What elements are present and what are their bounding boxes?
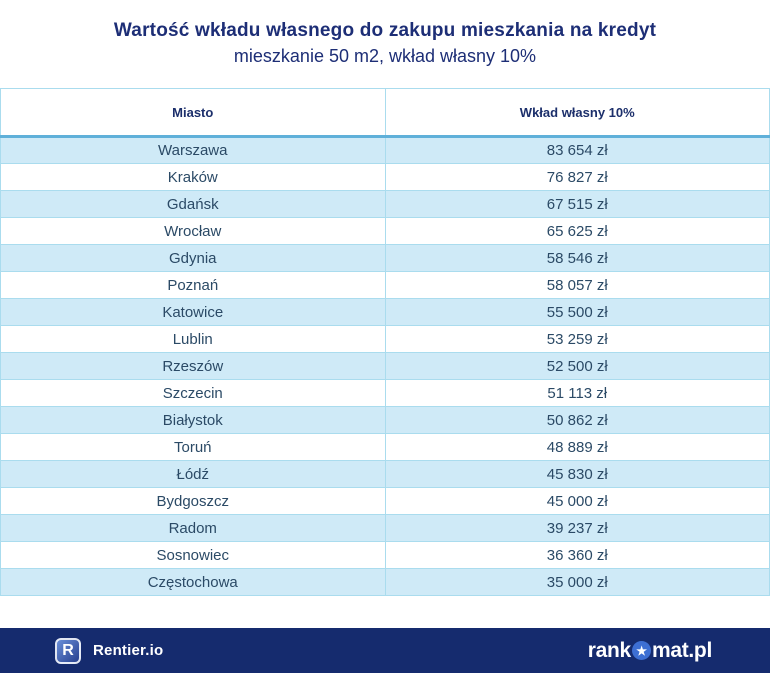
value-cell: 65 625 zł (384, 217, 770, 245)
table-row: Katowice 55 500 zł (0, 298, 770, 326)
value-cell: 76 827 zł (384, 163, 770, 191)
table-row: Warszawa 83 654 zł (0, 136, 770, 164)
table-row: Sosnowiec 36 360 zł (0, 541, 770, 569)
value-cell: 52 500 zł (384, 352, 770, 380)
table-row: Bydgoszcz 45 000 zł (0, 487, 770, 515)
city-cell: Toruń (0, 433, 386, 461)
value-cell: 58 546 zł (384, 244, 770, 272)
table-row: Gdynia 58 546 zł (0, 244, 770, 272)
city-cell: Wrocław (0, 217, 386, 245)
city-cell: Poznań (0, 271, 386, 299)
page-subtitle: mieszkanie 50 m2, wkład własny 10% (233, 46, 537, 66)
city-cell: Radom (0, 514, 386, 542)
table-row: Białystok 50 862 zł (0, 406, 770, 434)
value-cell: 50 862 zł (384, 406, 770, 434)
page-title: Wartość wkładu własnego do zakupu mieszk… (113, 20, 657, 41)
city-cell: Bydgoszcz (0, 487, 386, 515)
city-cell: Sosnowiec (0, 541, 386, 569)
city-cell: Gdańsk (0, 190, 386, 218)
table-row: Kraków 76 827 zł (0, 163, 770, 191)
value-cell: 53 259 zł (384, 325, 770, 353)
column-header-city: Miasto (0, 88, 386, 138)
city-cell: Katowice (0, 298, 386, 326)
city-cell: Rzeszów (0, 352, 386, 380)
city-cell: Białystok (0, 406, 386, 434)
value-cell: 67 515 zł (384, 190, 770, 218)
value-cell: 48 889 zł (384, 433, 770, 461)
rankomat-logo: rank ★ mat.pl (587, 638, 713, 663)
rankomat-suffix: mat.pl (651, 638, 712, 662)
city-cell: Gdynia (0, 244, 386, 272)
city-cell: Częstochowa (0, 568, 386, 596)
table-row: Gdańsk 67 515 zł (0, 190, 770, 218)
value-cell: 51 113 zł (384, 379, 770, 407)
value-cell: 36 360 zł (384, 541, 770, 569)
table-body: Warszawa 83 654 zł Kraków 76 827 zł Gdań… (0, 136, 770, 596)
rentier-logo: R Rentier.io (55, 637, 164, 664)
table-row: Radom 39 237 zł (0, 514, 770, 542)
value-cell: 83 654 zł (384, 136, 770, 164)
table-row: Lublin 53 259 zł (0, 325, 770, 353)
rentier-r-icon: R (55, 637, 81, 664)
value-cell: 45 000 zł (384, 487, 770, 515)
rentier-label: Rentier.io (93, 642, 164, 659)
value-cell: 55 500 zł (384, 298, 770, 326)
table-head: Miasto Wkład własny 10% (0, 88, 770, 138)
title-block: Wartość wkładu własnego do zakupu mieszk… (0, 0, 770, 68)
city-cell: Warszawa (0, 136, 386, 164)
table-row: Szczecin 51 113 zł (0, 379, 770, 407)
value-cell: 45 830 zł (384, 460, 770, 488)
value-cell: 39 237 zł (384, 514, 770, 542)
star-icon: ★ (631, 641, 651, 660)
header-row: Miasto Wkład własny 10% (0, 88, 770, 138)
table-row: Częstochowa 35 000 zł (0, 568, 770, 596)
table-row: Łódź 45 830 zł (0, 460, 770, 488)
table-row: Poznań 58 057 zł (0, 271, 770, 299)
footer-bar: R Rentier.io rank ★ mat.pl (0, 628, 770, 673)
table-row: Wrocław 65 625 zł (0, 217, 770, 245)
deposit-table: Miasto Wkład własny 10% Warszawa 83 654 … (0, 88, 770, 596)
rankomat-prefix: rank (587, 638, 631, 662)
table-row: Toruń 48 889 zł (0, 433, 770, 461)
city-cell: Łódź (0, 460, 386, 488)
city-cell: Szczecin (0, 379, 386, 407)
value-cell: 58 057 zł (384, 271, 770, 299)
city-cell: Lublin (0, 325, 386, 353)
column-header-value: Wkład własny 10% (384, 88, 770, 138)
table-row: Rzeszów 52 500 zł (0, 352, 770, 380)
city-cell: Kraków (0, 163, 386, 191)
value-cell: 35 000 zł (384, 568, 770, 596)
